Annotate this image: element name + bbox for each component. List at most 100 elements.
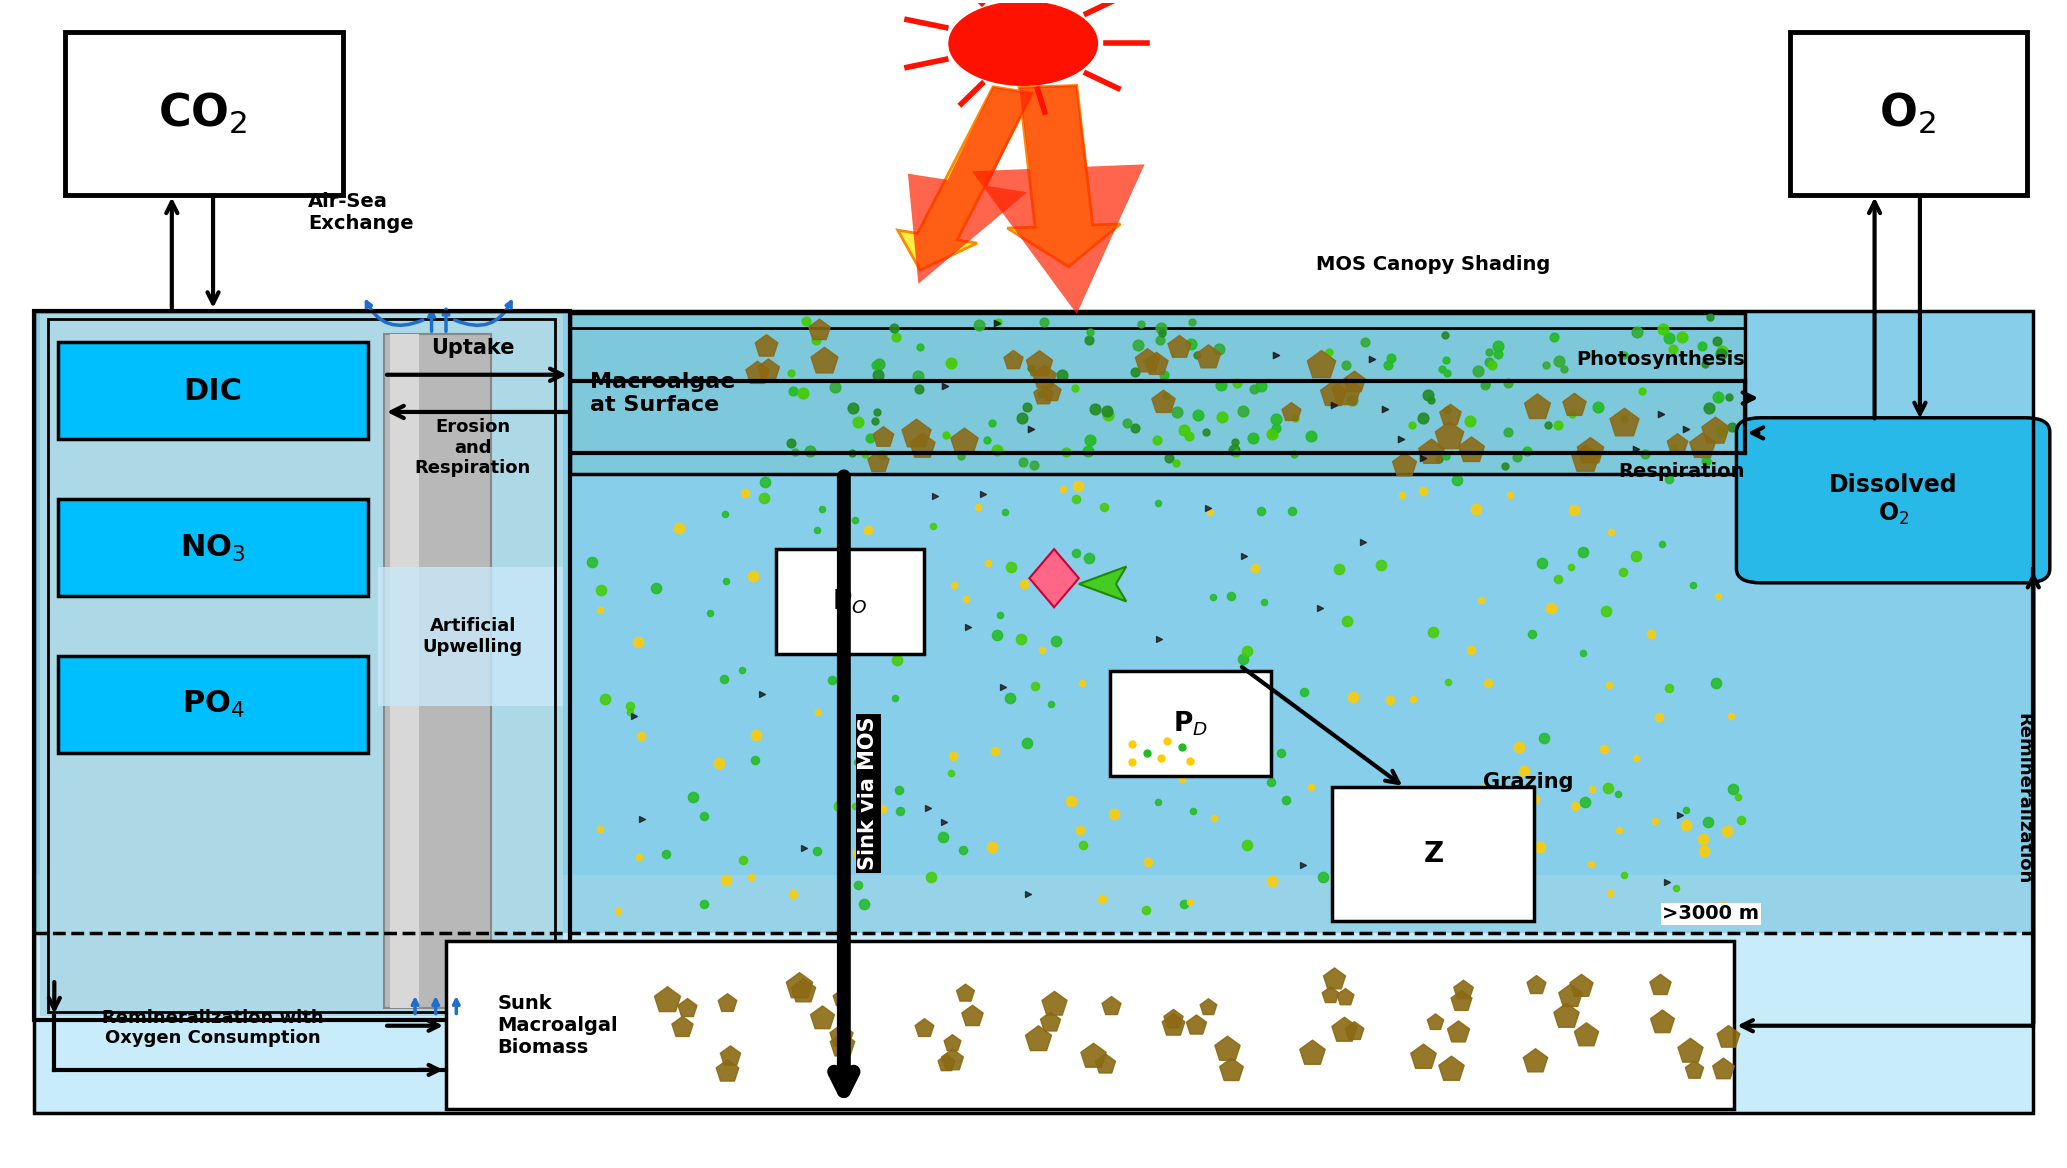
Point bbox=[788, 384, 821, 403]
Point bbox=[823, 797, 856, 815]
Point bbox=[1023, 355, 1056, 374]
Point bbox=[1029, 573, 1062, 592]
Point bbox=[1678, 1061, 1711, 1079]
Text: Dissolved
O$_2$: Dissolved O$_2$ bbox=[1829, 473, 1957, 528]
Point bbox=[1575, 780, 1608, 799]
Point bbox=[852, 552, 885, 571]
Point bbox=[971, 554, 1005, 572]
Point bbox=[907, 1018, 940, 1037]
Point bbox=[1674, 1042, 1707, 1061]
Point bbox=[1602, 820, 1635, 839]
Point bbox=[1608, 865, 1641, 884]
Point bbox=[1459, 500, 1492, 519]
Point bbox=[1304, 599, 1337, 618]
Point bbox=[1594, 523, 1627, 542]
Text: DIC: DIC bbox=[184, 376, 242, 405]
Point bbox=[1348, 333, 1381, 352]
Point bbox=[618, 707, 651, 725]
Point bbox=[1385, 485, 1418, 503]
Point bbox=[1168, 675, 1201, 694]
Point bbox=[1472, 674, 1505, 693]
Point bbox=[1453, 412, 1486, 431]
Point bbox=[926, 827, 959, 846]
Point bbox=[692, 604, 726, 623]
Point bbox=[1143, 630, 1176, 648]
Point bbox=[1141, 431, 1174, 450]
Point bbox=[1017, 456, 1050, 474]
Point bbox=[971, 431, 1005, 450]
Point bbox=[1079, 399, 1112, 418]
Point bbox=[1538, 327, 1571, 346]
Point bbox=[1007, 452, 1040, 471]
Bar bbox=[391, 334, 420, 1008]
Point bbox=[1397, 689, 1430, 708]
Point bbox=[1255, 424, 1288, 443]
Point bbox=[1238, 558, 1271, 577]
Point bbox=[961, 315, 994, 334]
Point bbox=[1240, 721, 1273, 739]
Point bbox=[961, 498, 994, 516]
Point bbox=[930, 1054, 963, 1072]
Point bbox=[1211, 1040, 1244, 1058]
Point bbox=[575, 552, 608, 571]
FancyArrow shape bbox=[971, 85, 1145, 314]
Point bbox=[1193, 348, 1226, 367]
Point bbox=[583, 820, 616, 839]
Point bbox=[1711, 822, 1745, 841]
Text: Erosion
and
Respiration: Erosion and Respiration bbox=[415, 418, 531, 478]
Point bbox=[885, 801, 918, 820]
Point bbox=[800, 521, 833, 540]
Point bbox=[1418, 1013, 1451, 1031]
Point bbox=[1445, 992, 1478, 1010]
Point bbox=[641, 578, 674, 597]
FancyArrow shape bbox=[897, 86, 1034, 270]
Point bbox=[1046, 480, 1079, 499]
Point bbox=[1408, 449, 1441, 467]
Point bbox=[1370, 355, 1403, 374]
Text: Macroalgae
at Surface: Macroalgae at Surface bbox=[591, 371, 736, 415]
Point bbox=[986, 679, 1019, 697]
Point bbox=[1567, 542, 1600, 561]
Point bbox=[1118, 418, 1151, 437]
Point bbox=[1647, 320, 1680, 339]
Point bbox=[850, 445, 883, 464]
Point bbox=[1689, 452, 1722, 471]
Point bbox=[709, 505, 742, 523]
Point bbox=[666, 1018, 699, 1037]
Point bbox=[1406, 482, 1439, 501]
Point bbox=[1519, 1052, 1552, 1071]
Point bbox=[777, 381, 810, 399]
Point bbox=[1257, 423, 1290, 442]
Point bbox=[1060, 543, 1093, 562]
Point bbox=[1699, 422, 1732, 440]
Point bbox=[1073, 324, 1106, 342]
Point bbox=[930, 425, 963, 444]
Point bbox=[928, 377, 961, 396]
Point bbox=[1685, 437, 1718, 456]
Point bbox=[967, 485, 1000, 503]
FancyArrow shape bbox=[907, 86, 1034, 284]
Point bbox=[1691, 813, 1724, 832]
Point bbox=[1554, 558, 1587, 577]
Point bbox=[1503, 738, 1536, 757]
Point bbox=[777, 884, 810, 903]
Point bbox=[837, 398, 870, 417]
Point bbox=[711, 1062, 744, 1080]
Point bbox=[734, 868, 767, 887]
Point bbox=[934, 1051, 967, 1070]
Text: O$_2$: O$_2$ bbox=[1879, 91, 1937, 135]
Point bbox=[978, 742, 1011, 760]
Point bbox=[1645, 1013, 1678, 1031]
Point bbox=[583, 602, 616, 620]
Point bbox=[1414, 390, 1447, 409]
Point bbox=[1015, 359, 1048, 377]
Point bbox=[860, 411, 893, 430]
Bar bbox=[58, 342, 368, 439]
Point bbox=[1408, 409, 1441, 427]
Point bbox=[1089, 1055, 1122, 1073]
Bar bbox=[378, 566, 564, 707]
Point bbox=[1277, 445, 1310, 464]
Point bbox=[1238, 380, 1271, 398]
Point bbox=[835, 443, 868, 461]
Point bbox=[1153, 449, 1186, 467]
